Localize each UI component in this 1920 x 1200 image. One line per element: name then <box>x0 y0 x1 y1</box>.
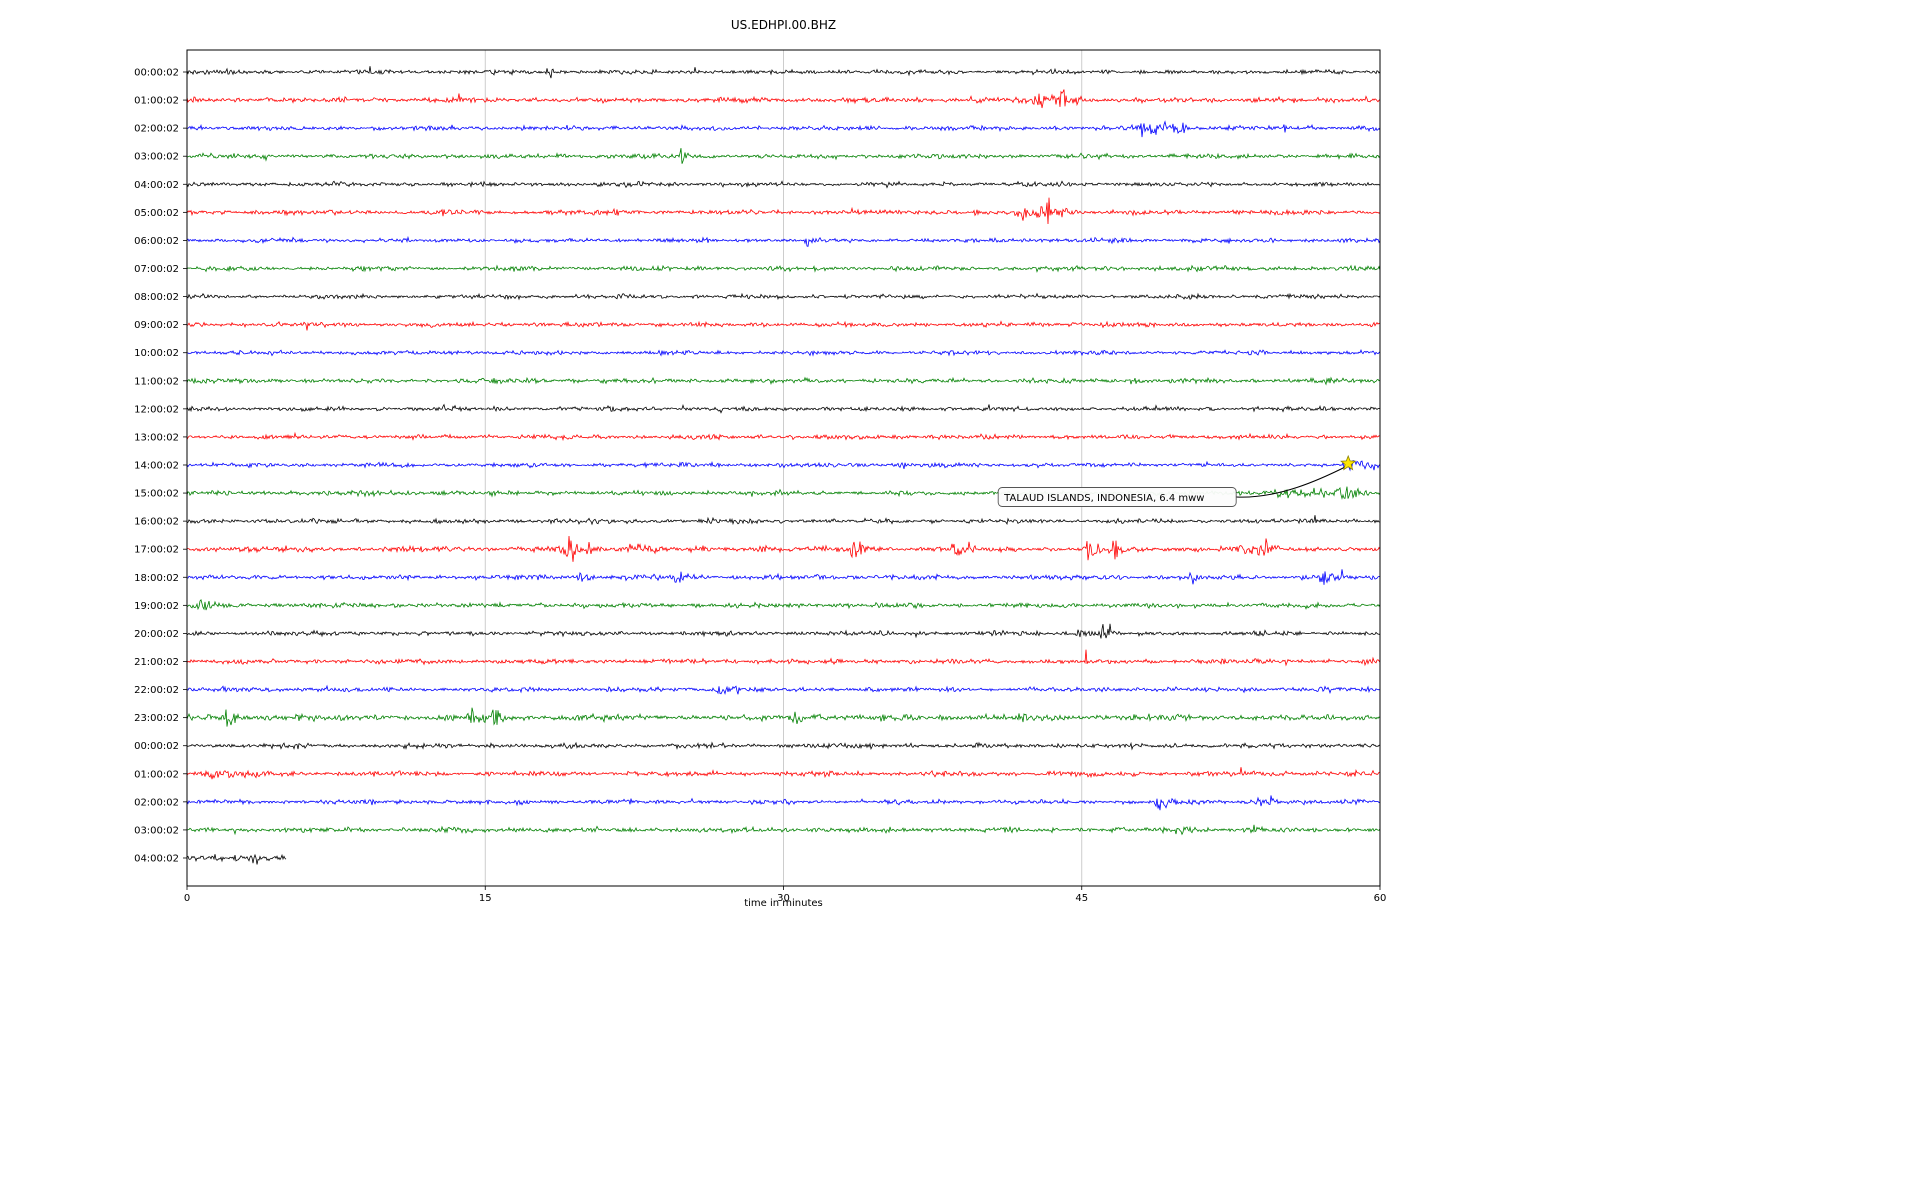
seismic-trace-row-8 <box>186 292 1381 301</box>
row-time-label: 10:00:02 <box>134 348 179 359</box>
row-time-label: 02:00:02 <box>134 124 179 135</box>
x-tick-label: 30 <box>777 893 790 904</box>
row-time-label: 22:00:02 <box>134 685 179 696</box>
row-time-label: 00:00:02 <box>134 741 179 752</box>
seismic-trace-row-24 <box>186 741 1381 751</box>
seismic-trace-row-21 <box>186 649 1381 667</box>
seismic-trace-row-1 <box>186 89 1381 109</box>
row-time-label: 17:00:02 <box>134 545 179 556</box>
row-time-label: 15:00:02 <box>134 489 179 500</box>
seismic-trace-row-12 <box>186 403 1381 414</box>
row-time-label: 00:00:02 <box>134 68 179 79</box>
seismic-trace-row-2 <box>186 120 1381 138</box>
seismic-trace-row-10 <box>187 348 1381 357</box>
row-time-label: 09:00:02 <box>134 320 179 331</box>
row-time-label: 20:00:02 <box>134 629 179 640</box>
x-tick-label: 45 <box>1075 893 1088 904</box>
seismic-trace-row-25 <box>186 767 1381 780</box>
row-time-label: 02:00:02 <box>134 797 179 808</box>
row-time-label: 23:00:02 <box>134 713 179 724</box>
annotation-label: TALAUD ISLANDS, INDONESIA, 6.4 mww <box>1003 493 1204 504</box>
row-time-label: 14:00:02 <box>134 460 179 471</box>
annotation-connector <box>1236 466 1347 498</box>
seismic-trace-row-6 <box>186 235 1381 247</box>
seismic-trace-row-26 <box>186 795 1381 811</box>
row-time-label: 12:00:02 <box>134 404 179 415</box>
row-time-label: 04:00:02 <box>134 180 179 191</box>
seismic-trace-row-3 <box>186 148 1381 164</box>
seismic-trace-row-13 <box>186 431 1381 442</box>
event-star-icon <box>1340 454 1357 471</box>
row-time-label: 03:00:02 <box>134 825 179 836</box>
seismic-trace-row-27 <box>186 824 1381 836</box>
seismic-trace-row-19 <box>186 598 1381 611</box>
plot-title: US.EDHPI.00.BHZ <box>730 18 837 32</box>
annotation-box <box>997 487 1237 507</box>
seismic-trace-row-7 <box>186 264 1381 273</box>
row-time-label: 11:00:02 <box>134 376 179 387</box>
row-time-label: 21:00:02 <box>134 657 179 668</box>
x-axis-label: time in minutes <box>744 898 823 909</box>
seismic-trace-row-18 <box>186 569 1381 585</box>
row-time-label: 01:00:02 <box>134 769 179 780</box>
row-time-label: 06:00:02 <box>134 236 179 247</box>
row-time-label: 16:00:02 <box>134 517 179 528</box>
x-tick-label: 0 <box>184 893 190 904</box>
row-time-label: 05:00:02 <box>134 208 179 219</box>
seismic-trace-row-20 <box>186 623 1381 639</box>
row-time-label: 18:00:02 <box>134 573 179 584</box>
seismic-trace-row-5 <box>186 197 1381 225</box>
row-time-label: 01:00:02 <box>134 96 179 107</box>
seismic-trace-row-14 <box>186 460 1381 472</box>
seismic-trace-row-28 <box>186 853 287 865</box>
seismic-trace-row-22 <box>186 684 1381 695</box>
row-time-label: 13:00:02 <box>134 432 179 443</box>
x-tick-label: 60 <box>1374 893 1387 904</box>
row-time-label: 07:00:02 <box>134 264 179 275</box>
seismic-trace-row-23 <box>186 707 1381 727</box>
seismic-trace-row-16 <box>186 515 1381 526</box>
seismic-trace-row-11 <box>186 376 1381 386</box>
x-tick-label: 15 <box>479 893 492 904</box>
seismic-trace-row-4 <box>186 180 1381 189</box>
row-time-label: 04:00:02 <box>134 853 179 864</box>
seismic-trace-row-0 <box>186 66 1381 79</box>
seismic-trace-row-17 <box>186 535 1381 562</box>
row-time-label: 19:00:02 <box>134 601 179 612</box>
seismic-trace-row-9 <box>186 320 1381 331</box>
row-time-label: 03:00:02 <box>134 152 179 163</box>
row-time-label: 08:00:02 <box>134 292 179 303</box>
